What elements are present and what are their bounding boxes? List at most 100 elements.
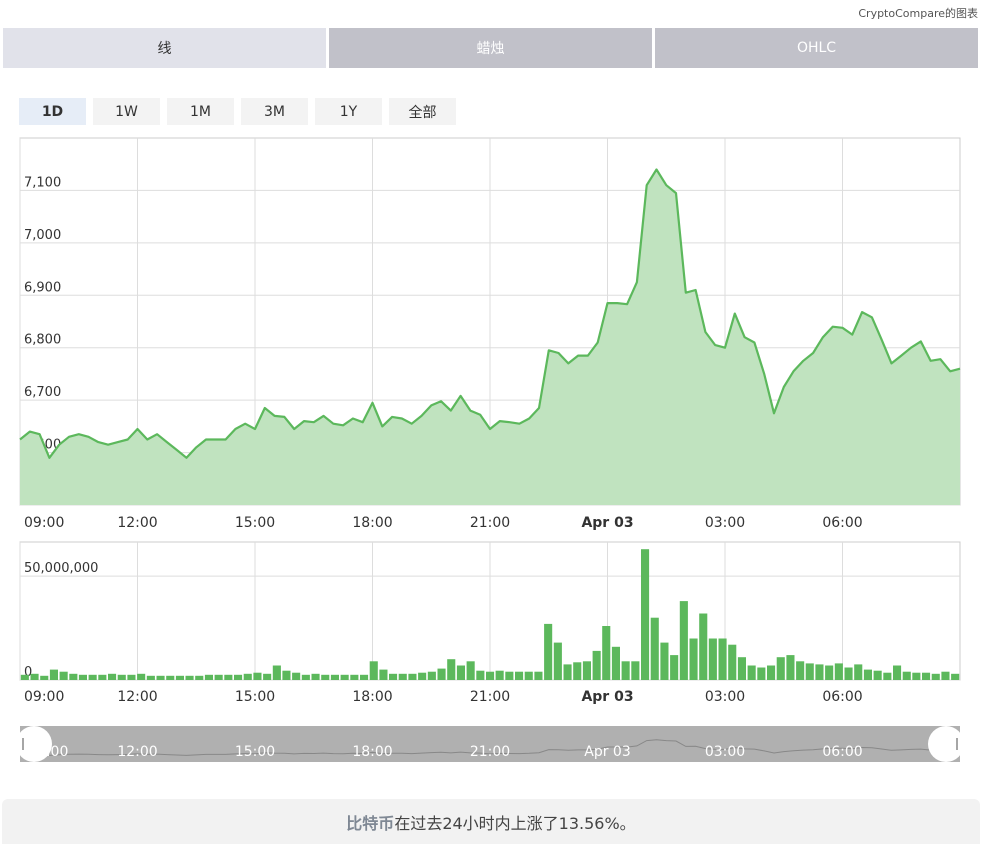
chart-credit[interactable]: CryptoCompare的图表 <box>858 7 978 20</box>
volume-bar <box>360 674 369 680</box>
volume-bar <box>941 671 950 680</box>
volume-bar <box>786 655 795 680</box>
price-xtick-label: 18:00 <box>352 515 392 531</box>
volume-bar <box>515 671 524 680</box>
volume-bar <box>350 674 359 680</box>
volume-bar <box>69 673 78 680</box>
volume-bar <box>369 661 378 680</box>
coin-name[interactable]: 比特币 <box>346 813 395 833</box>
volume-xtick-label: 03:00 <box>705 689 745 705</box>
volume-bar <box>88 674 97 680</box>
volume-xtick-label: 09:00 <box>24 689 64 705</box>
tab-ohlc[interactable]: OHLC <box>655 28 978 68</box>
volume-bar <box>30 673 39 680</box>
volume-bar <box>195 675 204 680</box>
price-volume-chart[interactable]: 6,5006,6006,7006,8006,9007,0007,10009:00… <box>0 130 984 770</box>
volume-bar <box>834 663 843 680</box>
tab-line[interactable]: 线 <box>3 28 326 68</box>
volume-bar <box>486 671 495 680</box>
volume-ytick-label: 0 <box>24 665 32 680</box>
volume-bar <box>292 672 301 680</box>
price-ytick-label: 6,900 <box>24 280 61 295</box>
volume-bar <box>321 674 330 680</box>
volume-bar <box>272 665 281 680</box>
volume-bar <box>379 669 388 680</box>
volume-bar <box>117 674 126 680</box>
volume-bar <box>708 638 717 680</box>
volume-bar <box>573 662 582 680</box>
volume-xtick-label: Apr 03 <box>581 689 633 705</box>
range-button-1w[interactable]: 1W <box>93 98 160 125</box>
volume-bar <box>340 674 349 680</box>
navigator-background <box>20 726 960 762</box>
price-xtick-label: 09:00 <box>24 515 64 531</box>
volume-bar <box>505 671 514 680</box>
volume-xtick-label: 15:00 <box>235 689 275 705</box>
volume-bar <box>912 672 921 680</box>
volume-bar <box>263 673 272 680</box>
volume-bar <box>611 646 620 680</box>
volume-bar <box>679 601 688 680</box>
volume-bar <box>156 675 165 680</box>
price-area <box>20 169 960 505</box>
range-selector: 1D 1W 1M 3M 1Y 全部 <box>19 98 456 125</box>
range-button-3m[interactable]: 3M <box>241 98 308 125</box>
volume-ytick-label: 50,000,000 <box>24 561 98 576</box>
volume-bar <box>524 671 533 680</box>
navigator-tick-label: 06:00 <box>822 744 862 760</box>
volume-bar <box>902 671 911 680</box>
volume-bar <box>660 642 669 680</box>
volume-bar <box>893 665 902 680</box>
volume-bar <box>49 669 58 680</box>
volume-bar <box>282 670 291 680</box>
navigator-left-handle[interactable] <box>16 726 52 762</box>
volume-bar <box>253 672 262 680</box>
volume-bar <box>582 661 591 680</box>
volume-bar <box>602 626 611 680</box>
volume-bar <box>224 674 233 680</box>
range-button-all[interactable]: 全部 <box>389 98 456 125</box>
volume-bar <box>728 644 737 680</box>
volume-bar <box>408 673 417 680</box>
navigator-tick-label: 03:00 <box>705 744 745 760</box>
volume-bar <box>844 667 853 680</box>
navigator-line <box>19 739 961 756</box>
price-xtick-label: Apr 03 <box>581 515 633 531</box>
range-button-1d[interactable]: 1D <box>19 98 86 125</box>
volume-bar <box>456 665 465 680</box>
volume-xtick-label: 21:00 <box>470 689 510 705</box>
volume-bar <box>301 674 310 680</box>
volume-bar <box>863 669 872 680</box>
chart-type-tabs: 线 蜡烛 OHLC <box>3 28 978 68</box>
volume-bar <box>805 663 814 680</box>
volume-xtick-label: 06:00 <box>822 689 862 705</box>
price-change-summary: 比特币 在过去24小时内上涨了13.56%。 <box>2 799 980 844</box>
volume-bar <box>544 623 553 680</box>
volume-bar <box>873 670 882 680</box>
volume-bar <box>621 661 630 680</box>
range-button-1m[interactable]: 1M <box>167 98 234 125</box>
navigator-tick-label: 18:00 <box>352 744 392 760</box>
navigator-right-handle[interactable] <box>928 726 964 762</box>
volume-bar <box>398 673 407 680</box>
volume-bar <box>78 674 87 680</box>
volume-bar <box>389 673 398 680</box>
tab-candlestick[interactable]: 蜡烛 <box>329 28 652 68</box>
volume-bar <box>166 675 175 680</box>
volume-bar <box>825 665 834 680</box>
price-ytick-label: 7,100 <box>24 175 61 190</box>
price-xtick-label: 15:00 <box>235 515 275 531</box>
volume-bar <box>175 675 184 680</box>
volume-bar <box>641 549 650 680</box>
navigator-tick-label: Apr 03 <box>584 744 630 760</box>
range-button-1y[interactable]: 1Y <box>315 98 382 125</box>
navigator-tick-label: 21:00 <box>470 744 510 760</box>
volume-bar <box>185 675 194 680</box>
volume-bar <box>330 674 339 680</box>
price-ytick-label: 6,700 <box>24 385 61 400</box>
volume-bar <box>466 661 475 680</box>
price-ytick-label: 6,800 <box>24 333 61 348</box>
volume-xtick-label: 18:00 <box>352 689 392 705</box>
volume-bar <box>137 673 146 680</box>
